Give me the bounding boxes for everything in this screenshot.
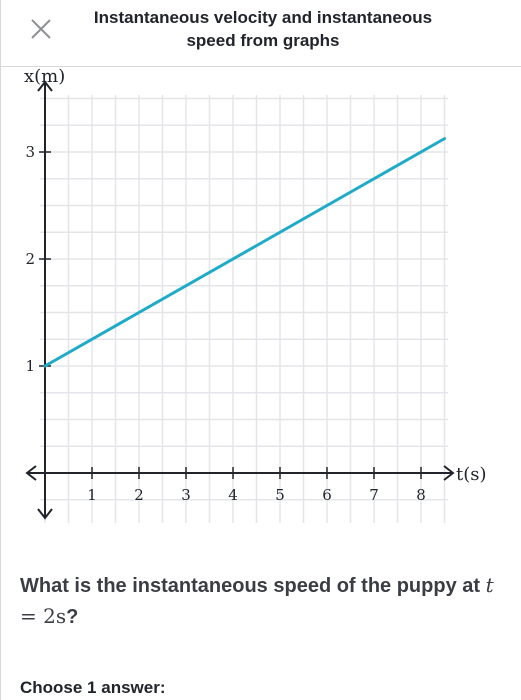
close-button[interactable] — [26, 14, 56, 44]
x-axis-right-arrow — [443, 465, 455, 481]
x-tick-label: 5 — [275, 486, 285, 504]
x-axis-left-arrow — [25, 465, 37, 481]
choose-answer-label: Choose 1 answer: — [20, 678, 166, 697]
y-tick-label: 3 — [25, 143, 35, 161]
question-unit: s — [55, 604, 67, 628]
grid — [40, 95, 448, 523]
position-time-graph: 1 2 3 4 5 6 7 8 1 2 3 x(m) t(s) — [24, 66, 487, 523]
y-tick-label: 1 — [25, 357, 35, 375]
question-prefix: What is the instantaneous speed of the p… — [20, 575, 481, 597]
page-title: Instantaneous velocity and instantaneous… — [93, 8, 433, 50]
x-tick-label: 2 — [134, 486, 144, 504]
question-equals: = — [20, 604, 37, 628]
question-math: t = 2s — [20, 573, 494, 628]
data-series-line — [43, 137, 446, 368]
left-border — [0, 0, 1, 700]
x-tick-label: 1 — [87, 486, 97, 504]
x-tick-label: 4 — [228, 486, 238, 504]
header-bar: Instantaneous velocity and instantaneous… — [0, 0, 521, 67]
y-axis-top-arrow — [37, 80, 53, 92]
x-tick-label: 8 — [416, 486, 426, 504]
x-axis-label: t(s) — [456, 464, 487, 485]
y-axis-bottom-arrow — [37, 508, 53, 520]
x-tick-label: 3 — [181, 486, 191, 504]
y-tick-label: 2 — [25, 250, 35, 268]
ticks: 1 2 3 4 5 6 7 8 1 2 3 — [25, 143, 425, 504]
question-suffix: ? — [66, 606, 79, 628]
axes — [25, 80, 455, 520]
question-value: 2 — [43, 604, 56, 628]
series — [43, 137, 446, 368]
question-var: t — [485, 573, 494, 597]
close-icon — [31, 19, 51, 39]
x-tick-label: 7 — [369, 486, 379, 504]
question-text: What is the instantaneous speed of the p… — [20, 570, 500, 632]
x-tick-label: 6 — [322, 486, 332, 504]
y-axis-label: x(m) — [24, 66, 65, 87]
